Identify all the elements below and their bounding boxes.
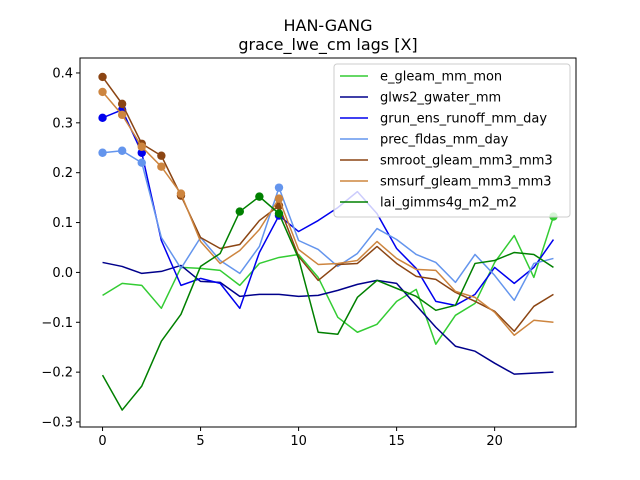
y-tick-label: 0.4 <box>52 66 73 81</box>
data-point <box>157 162 166 171</box>
data-point <box>137 142 146 151</box>
series-line <box>102 149 554 302</box>
series-line <box>101 91 554 336</box>
y-tick-label: −0.3 <box>41 416 73 431</box>
legend: e_gleam_mm_mon glws2_gwater_mm grun_ens_ru… <box>333 63 571 218</box>
data-point <box>98 72 107 82</box>
x-tick-label: 10 <box>290 434 307 449</box>
series-line <box>101 195 554 411</box>
legend-label: prec_fldas_mm_day <box>380 133 509 148</box>
data-point <box>117 146 127 155</box>
x-tick-label: 20 <box>486 434 503 449</box>
axes-frame <box>79 57 577 428</box>
data-point <box>137 148 146 157</box>
y-tick-label: −0.2 <box>41 366 73 381</box>
data-point <box>98 87 107 97</box>
series-layer <box>98 72 558 411</box>
y-axis: −0.3 −0.2 −0.1 0.0 0.1 0.2 0.3 0.4 <box>41 66 80 431</box>
series-smsurf-gleam-mm3-mm3 <box>98 87 554 336</box>
legend-label: glws2_gwater_mm <box>380 91 501 106</box>
series-line <box>102 261 554 375</box>
legend-label: lai_gimms4g_m2_m2 <box>380 196 517 211</box>
data-point <box>117 110 127 120</box>
data-point <box>137 158 146 167</box>
x-tick-label: 5 <box>196 434 204 449</box>
data-point <box>157 151 166 160</box>
data-point <box>117 99 127 109</box>
series-lai-gimms4g-m2-m2 <box>101 192 554 411</box>
x-axis: 0 5 10 15 20 <box>98 427 503 449</box>
y-tick-label: 0.3 <box>52 116 73 131</box>
data-point <box>274 194 284 203</box>
chart-subtitle: grace_lwe_cm lags [X] <box>238 35 417 55</box>
y-tick-label: 0.2 <box>52 166 73 181</box>
data-point <box>98 113 107 123</box>
x-tick-label: 0 <box>98 434 106 449</box>
legend-box <box>333 63 571 218</box>
legend-label: grun_ens_runoff_mm_day <box>380 112 547 127</box>
chart-title: HAN-GANG <box>283 16 372 35</box>
series-prec-fldas-mm-day <box>98 146 554 302</box>
data-point <box>274 209 284 218</box>
series-line <box>102 216 555 345</box>
y-tick-label: 0.0 <box>52 266 73 281</box>
data-point <box>255 192 264 201</box>
data-point <box>274 183 284 192</box>
legend-label: smroot_gleam_mm3_mm3 <box>380 154 553 169</box>
series-glws2-gwater-mm <box>102 261 554 375</box>
legend-label: e_gleam_mm_mon <box>380 70 502 85</box>
data-point <box>235 207 244 216</box>
series-line <box>102 109 555 310</box>
data-point <box>98 148 107 157</box>
legend-label: smsurf_gleam_mm3_mm3 <box>380 175 552 190</box>
x-tick-label: 15 <box>388 434 405 449</box>
data-point <box>176 189 186 198</box>
y-tick-label: −0.1 <box>41 316 73 331</box>
y-tick-label: 0.1 <box>52 216 73 231</box>
